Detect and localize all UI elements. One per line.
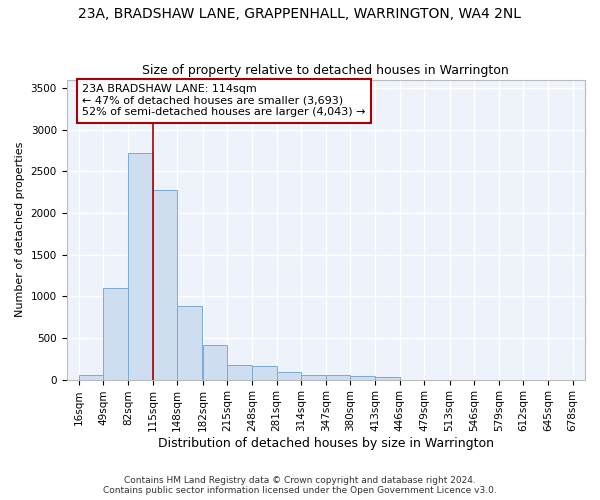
Bar <box>203 344 227 380</box>
Text: 23A, BRADSHAW LANE, GRAPPENHALL, WARRINGTON, WA4 2NL: 23A, BRADSHAW LANE, GRAPPENHALL, WARRING… <box>79 8 521 22</box>
Bar <box>103 288 128 380</box>
Bar <box>350 376 375 380</box>
Text: Contains HM Land Registry data © Crown copyright and database right 2024.
Contai: Contains HM Land Registry data © Crown c… <box>103 476 497 495</box>
Bar <box>178 306 202 380</box>
Bar <box>152 190 178 380</box>
Bar <box>79 376 103 380</box>
Text: 23A BRADSHAW LANE: 114sqm
← 47% of detached houses are smaller (3,693)
52% of se: 23A BRADSHAW LANE: 114sqm ← 47% of detac… <box>82 84 365 117</box>
Bar <box>375 377 400 380</box>
Title: Size of property relative to detached houses in Warrington: Size of property relative to detached ho… <box>142 64 509 77</box>
Bar <box>301 374 326 380</box>
Bar <box>277 372 301 380</box>
Bar <box>252 366 277 380</box>
Y-axis label: Number of detached properties: Number of detached properties <box>15 142 25 318</box>
Bar <box>128 153 152 380</box>
Bar <box>227 365 252 380</box>
X-axis label: Distribution of detached houses by size in Warrington: Distribution of detached houses by size … <box>158 437 494 450</box>
Bar <box>326 376 350 380</box>
